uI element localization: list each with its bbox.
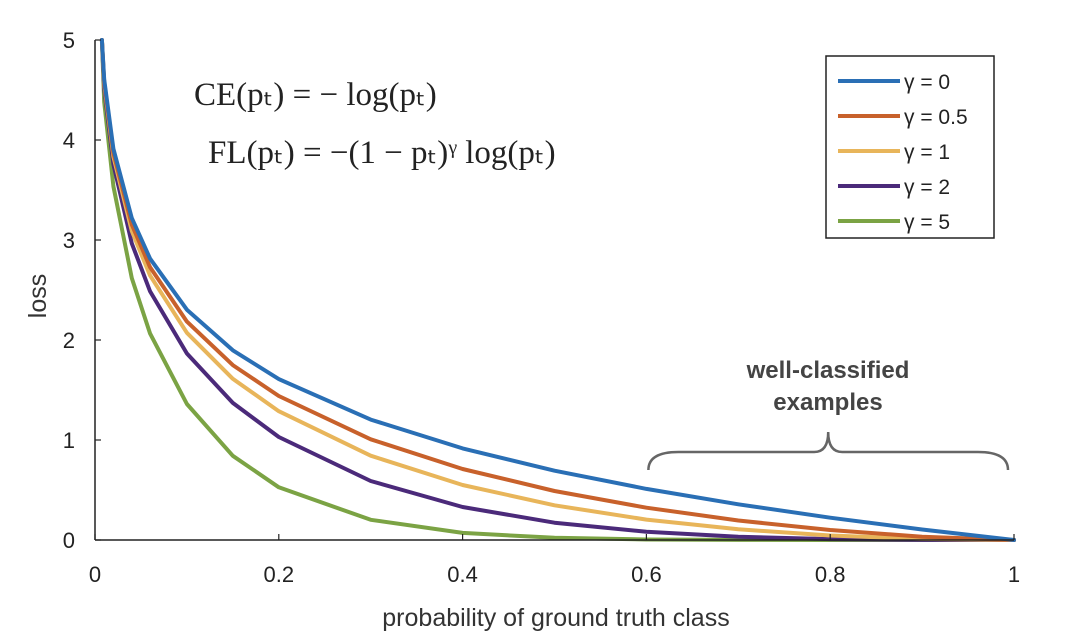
series-line-gamma-0	[99, 38, 1016, 542]
fl-formula: FL(pₜ) = −(1 − pₜ)ᵞ log(pₜ)	[208, 135, 556, 171]
series-line-gamma-2	[99, 38, 1016, 542]
annotation-brace	[647, 431, 1010, 471]
y-tick-label: 0	[63, 528, 75, 553]
ce-formula: CE(pₜ) = − log(pₜ)	[194, 77, 437, 113]
x-tick-label: 0	[89, 562, 101, 587]
legend-box	[825, 55, 995, 239]
legend: γ = 0 γ = 0.5 γ = 1 γ = 2 γ = 5	[825, 55, 995, 239]
y-tick-label: 3	[63, 228, 75, 253]
y-tick-label: 1	[63, 428, 75, 453]
legend-items: γ = 0 γ = 0.5 γ = 1 γ = 2 γ = 5	[838, 71, 968, 234]
legend-label: γ = 0.5	[904, 106, 968, 129]
y-tick-label: 2	[63, 328, 75, 353]
x-tick-label: 1	[1008, 562, 1020, 587]
legend-label: γ = 2	[904, 176, 950, 199]
x-tick-label: 0.2	[264, 562, 295, 587]
legend-label: γ = 0	[904, 71, 950, 94]
x-tick-label: 0.8	[815, 562, 846, 587]
x-axis-label: probability of ground truth class	[382, 604, 729, 632]
annotation-line-2: examples	[773, 389, 882, 416]
legend-label: γ = 1	[904, 141, 950, 164]
annotation-line-1: well-classified	[746, 357, 910, 384]
x-tick-label: 0.6	[631, 562, 662, 587]
legend-label: γ = 5	[904, 211, 950, 234]
y-tick-label: 5	[63, 28, 75, 53]
x-tick-label: 0.4	[447, 562, 478, 587]
y-axis-label: loss	[24, 274, 52, 318]
y-tick-label: 4	[63, 128, 75, 153]
well-classified-annotation: well-classified examples	[647, 357, 1010, 471]
axes-layer: 0 0.2 0.4 0.6 0.8 1 0 1 2 3 4 5	[63, 28, 1020, 587]
